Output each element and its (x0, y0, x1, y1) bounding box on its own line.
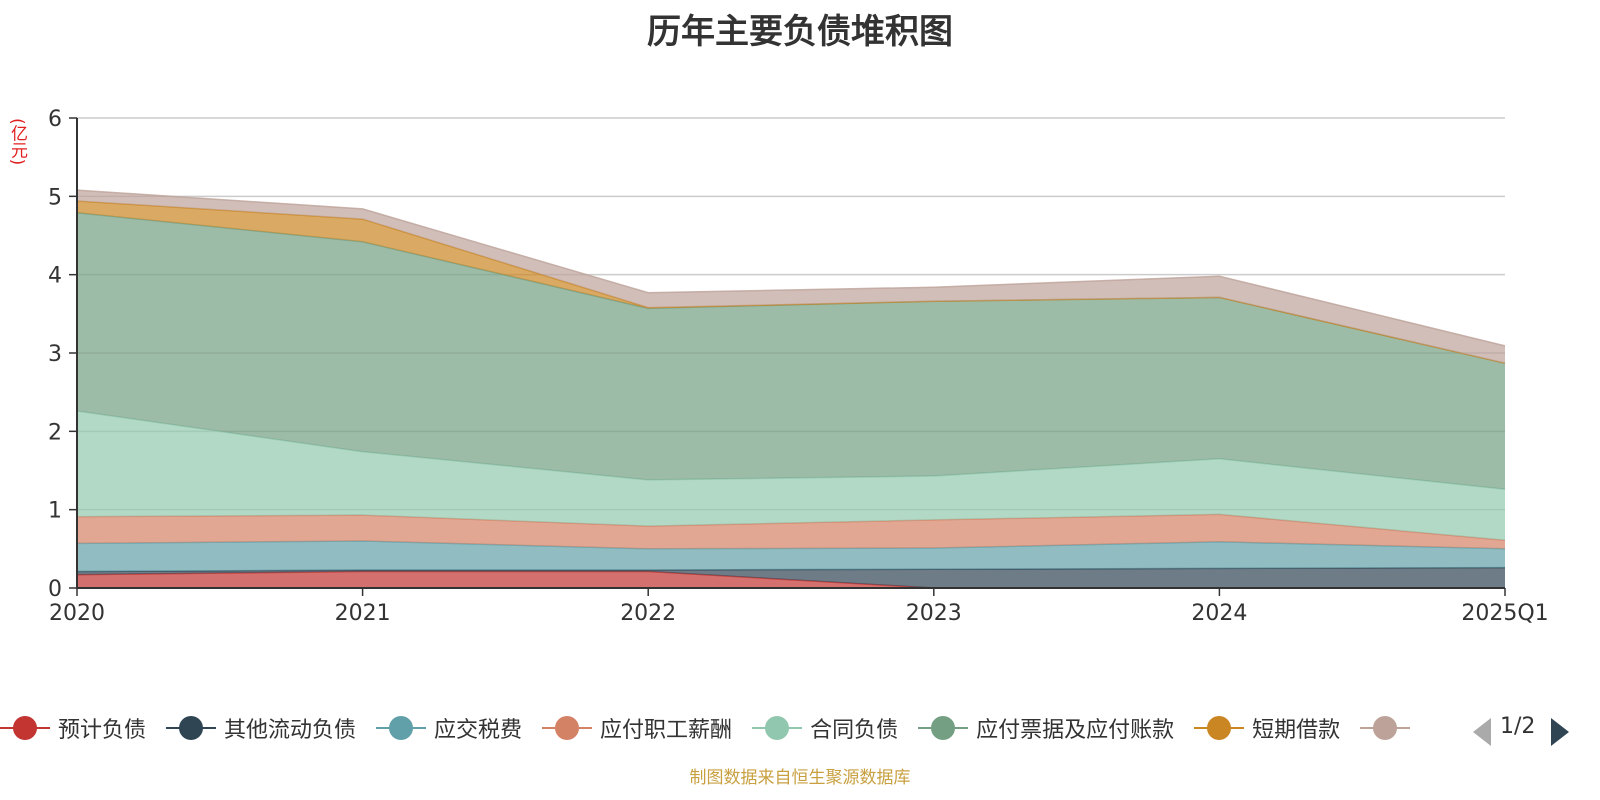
legend-symbol-icon (1360, 710, 1411, 746)
data-source-note: 制图数据来自恒生聚源数据库 (689, 768, 911, 788)
legend-item-2[interactable]: 应交税费 (376, 710, 522, 746)
legend-symbol-icon (166, 710, 217, 746)
legend-label: 其他流动负债 (224, 718, 357, 743)
y-tick-label: 0 (48, 577, 62, 602)
legend-label: 应付职工薪酬 (600, 718, 733, 743)
y-tick-label: 1 (48, 499, 62, 524)
legend-prev-page-icon[interactable] (1473, 718, 1491, 746)
legend-item-7[interactable] (1360, 710, 1418, 746)
series-line-7 (76, 189, 1506, 347)
area-series-3[interactable] (77, 514, 1505, 549)
legend-symbol-icon (0, 710, 50, 746)
legend-item-1[interactable]: 其他流动负债 (166, 710, 356, 746)
area-series-5[interactable] (77, 212, 1505, 490)
x-tick-label: 2022 (620, 601, 676, 626)
x-tick-label: 2025Q1 (1461, 601, 1548, 626)
stacked-area-chart: 0 1 2 3 4 5 6 2020 2021 2022 2023 2024 2025Q1 (48, 107, 1549, 626)
chart-title: 历年主要负债堆积图 (647, 12, 953, 52)
legend-label: 预计负债 (58, 718, 147, 743)
legend-item-6[interactable]: 短期借款 (1194, 710, 1340, 746)
legend-symbol-icon (918, 710, 969, 746)
area-series-2[interactable] (77, 541, 1505, 572)
x-tick-label: 2021 (335, 601, 391, 626)
legend-page-indicator: 1/2 (1500, 714, 1536, 739)
legend: 预计负债 其他流动负债 应交税费 应付职工薪酬 合同负债 应付票据及应付账款 短期借款 1/… (0, 710, 1600, 750)
y-tick-label: 3 (48, 342, 62, 367)
legend-label: 合同负债 (810, 718, 899, 743)
area-series (76, 189, 1506, 589)
y-tick-label: 5 (48, 185, 62, 210)
x-tick-label: 2020 (49, 601, 105, 626)
x-tick-label: 2023 (906, 601, 962, 626)
y-tick-label: 4 (48, 264, 62, 289)
legend-item-5[interactable]: 应付票据及应付账款 (918, 710, 1174, 746)
axes: 0 1 2 3 4 5 6 2020 2021 2022 2023 2024 2025Q1 (48, 107, 1549, 626)
legend-symbol-icon (376, 710, 427, 746)
legend-symbol-icon (752, 710, 803, 746)
legend-symbol-icon (1194, 710, 1245, 746)
legend-label: 短期借款 (1252, 718, 1341, 743)
legend-item-0[interactable]: 预计负债 (0, 710, 146, 746)
series-line-2 (76, 540, 1506, 550)
y-tick-label: 2 (48, 420, 62, 445)
legend-symbol-icon (542, 710, 593, 746)
legend-label: 应付票据及应付账款 (976, 718, 1175, 743)
legend-next-page-icon[interactable] (1551, 718, 1569, 746)
legend-label: 应交税费 (434, 718, 523, 743)
area-series-1[interactable] (77, 567, 1505, 588)
area-series-4[interactable] (77, 411, 1505, 541)
legend-item-4[interactable]: 合同负债 (752, 710, 898, 746)
x-tick-label: 2024 (1191, 601, 1247, 626)
area-series-7[interactable] (77, 190, 1505, 364)
legend-items: 预计负债 其他流动负债 应交税费 应付职工薪酬 合同负债 应付票据及应付账款 短期借款 (0, 710, 1453, 750)
y-tick-label: 6 (48, 107, 62, 132)
y-axis-unit-label: (亿元) (7, 118, 27, 166)
legend-item-3[interactable]: 应付职工薪酬 (542, 710, 732, 746)
